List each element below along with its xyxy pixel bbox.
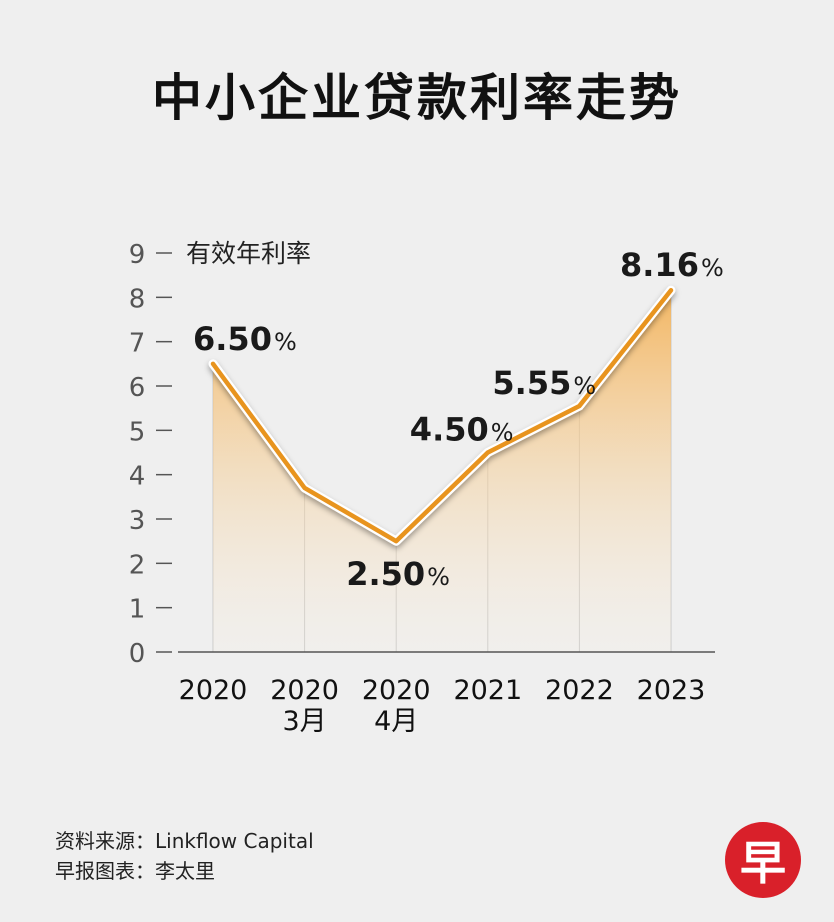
y-tick-label: 5 — [129, 417, 146, 447]
zaobao-logo: 早 — [725, 822, 801, 898]
area-fill — [213, 290, 671, 652]
chart-title: 中小企业贷款利率走势 — [152, 69, 682, 127]
y-axis-label: 有效年利率 — [186, 239, 311, 268]
data-label: 5.55% — [492, 364, 596, 402]
x-tick-label: 2022 — [545, 675, 614, 706]
x-tick-label: 2023 — [637, 675, 706, 706]
data-label: 2.50% — [346, 555, 450, 593]
data-label: 6.50% — [193, 320, 297, 358]
y-tick-label: 1 — [129, 595, 146, 625]
y-tick-label: 8 — [129, 284, 146, 314]
y-tick-label: 3 — [129, 506, 146, 536]
y-tick-label: 9 — [129, 240, 146, 270]
y-tick-label: 0 — [129, 639, 146, 669]
credit-text: 早报图表：李太里 — [55, 859, 215, 883]
y-tick-label: 6 — [129, 373, 146, 403]
x-tick-label: 4月 — [374, 706, 418, 737]
data-label: 8.16% — [620, 246, 724, 284]
x-tick-label: 2020 — [362, 675, 431, 706]
x-tick-label: 2020 — [179, 675, 248, 706]
source-text: 资料来源：Linkflow Capital — [55, 829, 314, 853]
x-tick-label: 2020 — [270, 675, 339, 706]
y-tick-label: 4 — [129, 462, 146, 492]
y-tick-label: 2 — [129, 550, 146, 580]
series-line — [210, 287, 674, 544]
x-tick-label: 3月 — [283, 706, 327, 737]
data-label: 4.50% — [410, 411, 514, 449]
y-tick-label: 7 — [129, 329, 146, 359]
x-tick-label: 2021 — [453, 675, 522, 706]
